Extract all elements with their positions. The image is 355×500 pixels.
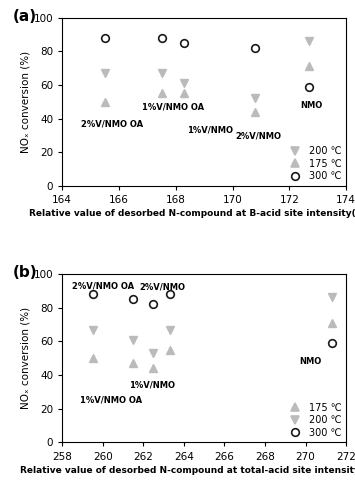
Text: 2%V/NMO OA: 2%V/NMO OA xyxy=(72,281,135,290)
Text: (b): (b) xyxy=(12,266,37,280)
Legend: 175 ℃, 200 ℃, 300 ℃: 175 ℃, 200 ℃, 300 ℃ xyxy=(285,403,341,438)
Text: 1%V/NMO OA: 1%V/NMO OA xyxy=(80,396,142,405)
Text: NMO: NMO xyxy=(301,100,323,110)
Text: 2%V/NMO: 2%V/NMO xyxy=(139,283,185,292)
X-axis label: Relative value of desorbed N-compound at total-acid site intensity(a.u.): Relative value of desorbed N-compound at… xyxy=(20,466,355,474)
Text: (a): (a) xyxy=(12,9,37,24)
X-axis label: Relative value of desorbed N-compound at B-acid site intensity(a.u.): Relative value of desorbed N-compound at… xyxy=(29,210,355,218)
Y-axis label: NOₓ conversion (%): NOₓ conversion (%) xyxy=(21,307,31,409)
Text: 1%V/NMO: 1%V/NMO xyxy=(187,126,233,135)
Text: 1%V/NMO OA: 1%V/NMO OA xyxy=(142,102,204,112)
Text: NMO: NMO xyxy=(300,357,322,366)
Text: 2%V/NMO OA: 2%V/NMO OA xyxy=(81,119,143,128)
Legend: 200 ℃, 175 ℃, 300 ℃: 200 ℃, 175 ℃, 300 ℃ xyxy=(285,146,341,182)
Text: 2%V/NMO: 2%V/NMO xyxy=(235,131,282,140)
Text: 1%V/NMO: 1%V/NMO xyxy=(129,380,175,390)
Y-axis label: NOₓ conversion (%): NOₓ conversion (%) xyxy=(21,51,31,153)
